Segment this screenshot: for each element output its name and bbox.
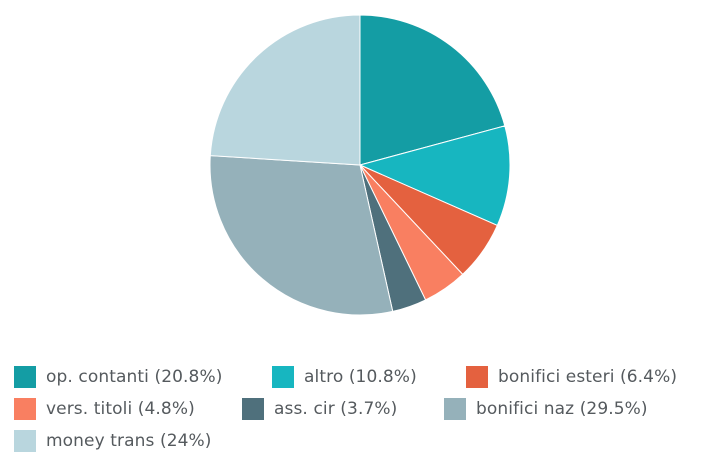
pie-slice-0[interactable] [359, 14, 506, 166]
legend-item-altro[interactable]: altro (10.8%) [272, 363, 417, 391]
legend-label: money trans (24%) [46, 431, 212, 451]
legend-swatch [14, 398, 36, 420]
legend-item-vers-titoli[interactable]: vers. titoli (4.8%) [14, 395, 195, 423]
pie-slice-5[interactable] [209, 155, 394, 316]
legend-item-bonifici-esteri[interactable]: bonifici esteri (6.4%) [466, 363, 677, 391]
legend-item-ass-cir[interactable]: ass. cir (3.7%) [242, 395, 397, 423]
pie-slice-6[interactable] [209, 14, 361, 166]
legend-swatch [14, 366, 36, 388]
legend-row: vers. titoli (4.8%) ass. cir (3.7%) boni… [14, 395, 720, 427]
legend-label: vers. titoli (4.8%) [46, 399, 195, 419]
legend-label: bonifici esteri (6.4%) [498, 367, 678, 387]
legend-swatch [272, 366, 294, 388]
chart-legend: op. contanti (20.8%) altro (10.8%) bonif… [14, 363, 720, 459]
legend-swatch [14, 430, 36, 452]
legend-item-money-trans[interactable]: money trans (24%) [14, 427, 212, 455]
legend-item-bonifici-naz[interactable]: bonifici naz (29.5%) [444, 395, 648, 423]
pie-slice-1[interactable] [358, 125, 511, 227]
legend-row: op. contanti (20.8%) altro (10.8%) bonif… [14, 363, 720, 395]
legend-swatch [444, 398, 466, 420]
legend-row: money trans (24%) [14, 427, 720, 459]
legend-swatch [242, 398, 264, 420]
legend-label: ass. cir (3.7%) [274, 399, 398, 419]
legend-label: bonifici naz (29.5%) [476, 399, 648, 419]
legend-item-op-contanti[interactable]: op. contanti (20.8%) [14, 363, 222, 391]
pie-chart [209, 14, 511, 316]
legend-label: altro (10.8%) [304, 367, 417, 387]
legend-swatch [466, 366, 488, 388]
legend-label: op. contanti (20.8%) [46, 367, 223, 387]
